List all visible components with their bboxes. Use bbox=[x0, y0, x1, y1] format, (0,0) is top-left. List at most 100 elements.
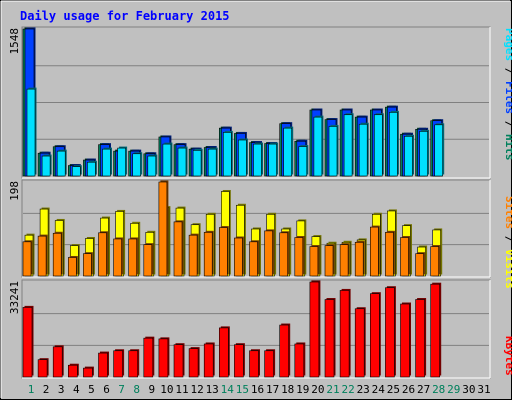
bar-pages-day-27 bbox=[419, 131, 428, 177]
legend-entry: Pages bbox=[503, 28, 512, 61]
bar-pages-day-17 bbox=[268, 143, 277, 177]
bar-sites-day-28 bbox=[430, 246, 440, 277]
bar-kbytes-day-1 bbox=[22, 307, 33, 378]
middle-ymax-label: 198 bbox=[8, 181, 21, 201]
legend-entry: / bbox=[503, 114, 512, 134]
bar-pages-day-24 bbox=[373, 114, 383, 177]
bar-sites-day-11 bbox=[173, 221, 183, 277]
bar-pages-day-10 bbox=[162, 143, 172, 177]
x-tick-label: 9 bbox=[148, 383, 155, 396]
bar-pages-day-2 bbox=[41, 155, 51, 177]
x-tick-label: 12 bbox=[190, 383, 203, 396]
bar-sites-day-4 bbox=[68, 257, 77, 277]
bar-kbytes-day-14 bbox=[219, 327, 229, 378]
x-tick-label: 21 bbox=[326, 383, 339, 396]
bar-sites-day-17 bbox=[264, 230, 273, 277]
bar-kbytes-day-28 bbox=[430, 283, 441, 378]
bar-sites-day-12 bbox=[188, 234, 198, 277]
bottom-ymax-label: 33241 bbox=[8, 281, 21, 314]
legend-entry: / bbox=[503, 61, 512, 81]
x-tick-label: 29 bbox=[447, 383, 460, 396]
bar-sites-day-10 bbox=[158, 181, 168, 277]
bar-pages-day-25 bbox=[389, 112, 398, 177]
bar-pages-day-8 bbox=[132, 153, 141, 177]
bar-sites-day-16 bbox=[249, 241, 258, 277]
bar-kbytes-day-9 bbox=[143, 337, 154, 378]
legend-entry: / bbox=[503, 229, 512, 249]
bar-kbytes-day-22 bbox=[339, 290, 350, 378]
bar-sites-day-13 bbox=[203, 232, 213, 277]
x-tick-label: 25 bbox=[387, 383, 400, 396]
panel-middle bbox=[21, 179, 491, 278]
x-axis-labels: 1 2 3 4 5 6 7 8 9 10 11 12 13 14 15 16 17 18 19 20 21 22 23 24 2… bbox=[28, 383, 491, 396]
x-tick-label: 23 bbox=[357, 383, 370, 396]
bar-sites-day-24 bbox=[369, 226, 379, 277]
legend-entry: Sites bbox=[503, 196, 512, 229]
bar-sites-day-5 bbox=[83, 253, 92, 277]
bar-kbytes-day-12 bbox=[188, 348, 199, 378]
bar-kbytes-day-15 bbox=[234, 344, 244, 378]
bar-kbytes-day-25 bbox=[385, 287, 395, 378]
bar-pages-day-3 bbox=[56, 150, 66, 177]
bar-sites-day-19 bbox=[294, 237, 304, 277]
x-tick-label: 17 bbox=[266, 383, 279, 396]
bar-kbytes-day-5 bbox=[83, 367, 93, 378]
x-tick-label: 1 bbox=[28, 383, 35, 396]
legend-middle: Sites / Visits bbox=[503, 196, 512, 289]
bar-kbytes-day-23 bbox=[354, 308, 365, 378]
bar-pages-day-23 bbox=[358, 123, 368, 177]
bar-pages-day-1 bbox=[26, 88, 36, 177]
legend-entry: KBytes bbox=[503, 336, 512, 376]
x-tick-label: 6 bbox=[103, 383, 110, 396]
bar-pages-day-20 bbox=[313, 116, 323, 177]
x-tick-label: 4 bbox=[73, 383, 80, 396]
bar-kbytes-day-17 bbox=[264, 350, 274, 378]
bar-pages-day-12 bbox=[192, 150, 202, 177]
chart-title: Daily usage for February 2015 bbox=[20, 9, 230, 23]
bar-pages-day-16 bbox=[253, 143, 262, 177]
bar-kbytes-day-7 bbox=[113, 350, 123, 378]
bar-pages-day-6 bbox=[102, 148, 111, 177]
x-tick-label: 30 bbox=[462, 383, 475, 396]
bar-sites-day-22 bbox=[339, 244, 349, 277]
bar-sites-day-6 bbox=[98, 232, 107, 277]
x-tick-label: 10 bbox=[160, 383, 173, 396]
bar-sites-day-8 bbox=[128, 238, 137, 277]
legend-entry: Visits bbox=[503, 249, 512, 289]
x-tick-label: 19 bbox=[296, 383, 309, 396]
bar-sites-day-14 bbox=[219, 227, 228, 277]
legend-top: Pages / Files / Hits bbox=[503, 28, 512, 161]
x-tick-label: 20 bbox=[311, 383, 324, 396]
bar-kbytes-day-4 bbox=[68, 364, 78, 378]
x-tick-label: 15 bbox=[236, 383, 249, 396]
bar-kbytes-day-27 bbox=[415, 299, 425, 378]
bar-pages-day-28 bbox=[434, 124, 444, 177]
bar-sites-day-1 bbox=[22, 241, 32, 277]
x-tick-label: 18 bbox=[281, 383, 294, 396]
bar-sites-day-18 bbox=[279, 232, 289, 277]
bar-kbytes-day-19 bbox=[294, 343, 305, 378]
bar-pages-day-7 bbox=[117, 147, 126, 177]
x-tick-label: 16 bbox=[251, 383, 264, 396]
x-tick-label: 22 bbox=[341, 383, 354, 396]
bar-kbytes-day-2 bbox=[37, 359, 48, 378]
bar-pages-day-26 bbox=[404, 136, 413, 177]
bar-kbytes-day-11 bbox=[173, 344, 184, 378]
x-tick-label: 11 bbox=[175, 383, 188, 396]
bar-sites-day-20 bbox=[309, 246, 319, 277]
bar-pages-day-19 bbox=[298, 146, 308, 177]
x-tick-label: 5 bbox=[88, 383, 95, 396]
x-tick-label: 28 bbox=[432, 383, 445, 396]
top-ymax-label: 1548 bbox=[8, 28, 21, 55]
x-tick-label: 26 bbox=[402, 383, 415, 396]
bar-pages-day-5 bbox=[87, 161, 96, 177]
bar-sites-day-25 bbox=[385, 232, 394, 277]
bar-sites-day-3 bbox=[52, 232, 62, 277]
bar-pages-day-21 bbox=[328, 126, 338, 177]
x-tick-label: 31 bbox=[477, 383, 490, 396]
bar-sites-day-21 bbox=[324, 245, 334, 277]
bar-pages-day-15 bbox=[238, 139, 247, 177]
bar-kbytes-day-20 bbox=[309, 281, 320, 378]
bar-sites-day-23 bbox=[354, 241, 364, 277]
